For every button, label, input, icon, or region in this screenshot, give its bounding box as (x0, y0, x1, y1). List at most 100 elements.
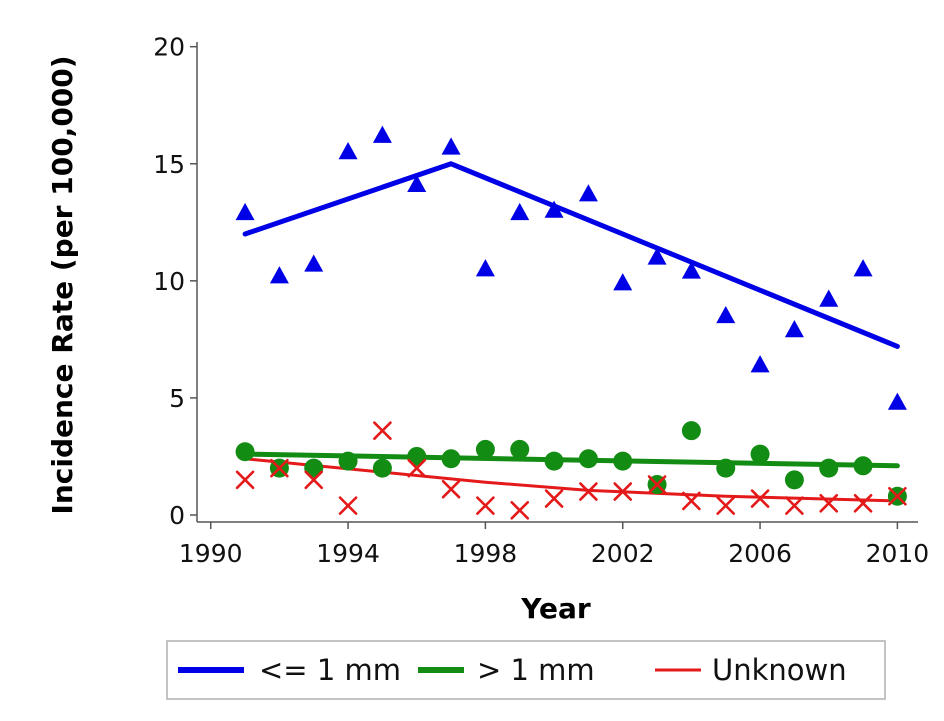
point-le-1mm (578, 184, 598, 202)
point-gt-1mm (475, 439, 495, 459)
data-points (235, 125, 907, 520)
point-unknown (373, 421, 392, 440)
legend: <= 1 mm > 1 mm Unknown (166, 640, 886, 700)
point-le-1mm (544, 200, 564, 218)
point-unknown (510, 500, 530, 520)
x-tick-label: 1994 (316, 539, 380, 568)
point-le-1mm (475, 259, 495, 277)
point-le-1mm (613, 273, 633, 291)
point-le-1mm (887, 392, 907, 410)
x-marker-stroke (476, 496, 495, 515)
x-marker-stroke (647, 475, 667, 494)
point-le-1mm (647, 247, 667, 265)
x-marker-stroke (441, 479, 461, 499)
legend-label: Unknown (712, 653, 847, 687)
point-gt-1mm (441, 449, 461, 469)
x-marker-stroke (270, 458, 289, 478)
point-gt-1mm (853, 456, 873, 476)
point-unknown (579, 482, 598, 501)
point-le-1mm (304, 254, 324, 272)
x-marker-stroke (785, 496, 804, 515)
point-le-1mm (681, 261, 701, 279)
x-marker-stroke (304, 470, 324, 490)
point-gt-1mm (613, 451, 633, 471)
x-marker-stroke (819, 493, 839, 513)
point-gt-1mm (578, 449, 598, 469)
x-tick-label: 1998 (454, 539, 518, 568)
point-le-1mm (338, 142, 358, 160)
x-marker-stroke (544, 489, 564, 508)
point-unknown (750, 489, 770, 508)
point-unknown (888, 486, 907, 506)
y-tick-label: 20 (153, 33, 185, 62)
y-tick-label: 0 (169, 501, 185, 530)
point-le-1mm (853, 259, 873, 277)
x-marker-stroke (716, 496, 736, 515)
point-le-1mm (819, 289, 839, 307)
legend-box (166, 640, 886, 700)
x-marker-stroke (510, 500, 530, 520)
point-unknown (785, 496, 804, 515)
point-gt-1mm (235, 442, 255, 462)
x-marker-stroke (613, 482, 633, 501)
x-marker-stroke (750, 489, 770, 508)
axes: 0 5 10 15 20 1990 1994 1998 2002 2006 2010 (153, 33, 929, 568)
trend-line-le-1mm (242, 161, 900, 349)
point-gt-1mm (681, 421, 701, 441)
point-gt-1mm (819, 458, 839, 478)
point-le-1mm (407, 174, 427, 193)
point-unknown (647, 475, 667, 494)
point-unknown (853, 493, 873, 513)
x-tick-label: 1990 (179, 539, 243, 568)
x-marker-stroke (579, 482, 598, 501)
point-unknown (270, 458, 289, 478)
point-le-1mm (235, 202, 255, 221)
point-le-1mm (372, 125, 392, 143)
point-gt-1mm (784, 470, 804, 490)
point-unknown (304, 470, 324, 490)
point-gt-1mm (304, 458, 324, 478)
y-tick-label: 10 (153, 267, 185, 296)
point-gt-1mm (716, 458, 736, 478)
x-marker-stroke (888, 486, 907, 506)
legend-label: <= 1 mm (259, 653, 401, 687)
x-tick-label: 2002 (591, 539, 655, 568)
point-unknown (544, 489, 564, 508)
point-le-1mm (510, 202, 530, 221)
y-axis-title: Incidence Rate (per 100,000) (46, 55, 79, 514)
point-gt-1mm (544, 451, 564, 471)
point-le-1mm (784, 320, 804, 338)
x-marker-stroke (407, 458, 427, 478)
point-le-1mm (269, 266, 289, 284)
point-unknown (682, 491, 701, 511)
point-le-1mm (716, 305, 736, 324)
x-marker-stroke (235, 470, 255, 490)
x-axis-title: Year (520, 592, 591, 625)
point-unknown (407, 458, 427, 478)
point-gt-1mm (372, 458, 392, 478)
y-tick-label: 15 (153, 150, 185, 179)
point-le-1mm (750, 355, 770, 373)
x-tick-label: 2010 (866, 539, 930, 568)
point-unknown (613, 482, 633, 501)
point-unknown (235, 470, 255, 490)
x-tick-label: 2006 (728, 539, 792, 568)
legend-label: > 1 mm (477, 653, 595, 687)
x-marker-stroke (338, 496, 358, 515)
point-unknown (716, 496, 736, 515)
point-gt-1mm (338, 451, 358, 471)
point-unknown (441, 479, 461, 499)
point-gt-1mm (407, 446, 427, 466)
point-unknown (819, 493, 839, 513)
point-le-1mm (441, 137, 461, 155)
x-marker-stroke (853, 493, 873, 513)
y-tick-label: 5 (169, 384, 185, 413)
point-unknown (338, 496, 358, 515)
x-marker-stroke (682, 491, 701, 511)
point-gt-1mm (510, 439, 530, 459)
point-gt-1mm (750, 444, 770, 464)
point-unknown (476, 496, 495, 515)
